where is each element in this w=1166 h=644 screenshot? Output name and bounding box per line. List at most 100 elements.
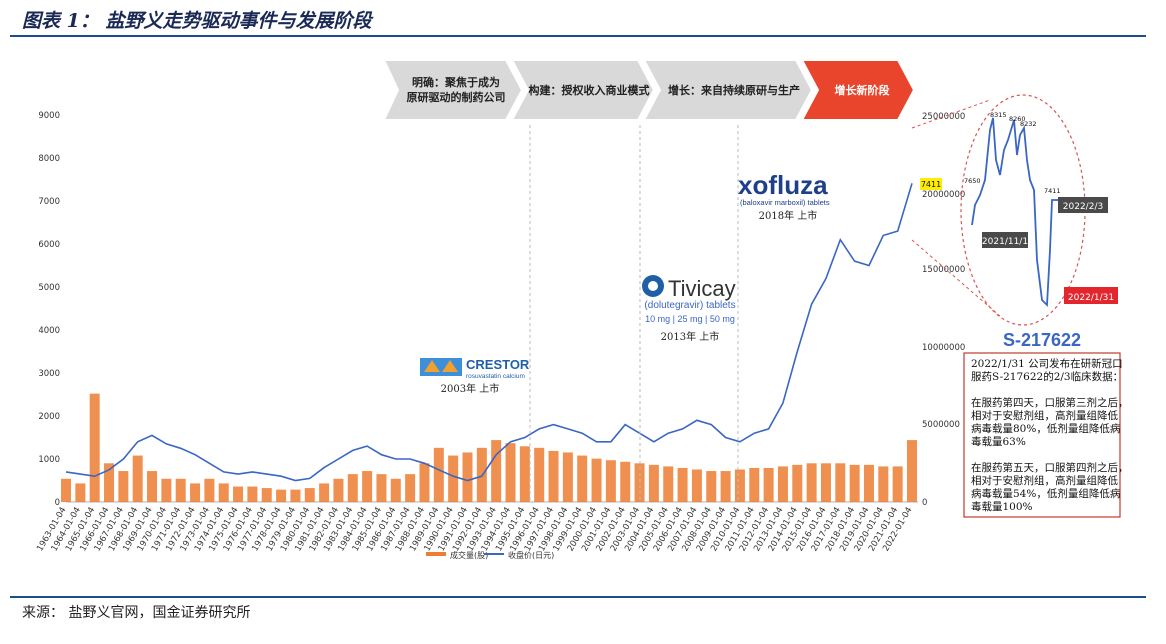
volume-bar [175,478,186,502]
volume-bar [648,464,659,502]
right-axis-tick-1: 20000000 [922,190,965,200]
latest-price-tag [920,178,942,190]
volume-bar [118,471,129,502]
legend-volume-swatch [426,552,446,556]
volume-bar [734,469,745,502]
y-tick-label: 7000 [38,197,60,207]
xofluza-logo-group: xofluza (baloxavir marboxil) tablets 201… [738,170,830,222]
volume-bar [190,483,201,502]
volume-bar [892,466,903,502]
figure-header: 图表 1： 盐野义走势驱动事件与发展阶段 [0,0,1166,36]
volume-bar [61,478,71,502]
phase-4-label: 增长新阶段 [835,83,890,97]
phase-chevron-2 [510,59,656,121]
callout-line: 毒载量63% [971,435,1026,448]
legend-price-label: 收盘价(日元) [508,550,554,560]
tag-2022-2-3-text: 2022/2/3 [1063,202,1103,212]
volume-bar [677,467,688,502]
volume-bar [433,447,444,502]
volume-bar [333,478,344,502]
volume-bar [605,460,616,502]
phase-chevron-3 [642,59,814,121]
tag-2022-1-31 [1064,287,1118,304]
callout-line: 病毒载量54%，低剂量组降低病 [971,487,1121,500]
volume-bar [878,466,889,502]
volume-bar [835,463,846,502]
xofluza-sub: (baloxavir marboxil) tablets [740,198,830,207]
volume-bar [634,463,645,502]
y-tick-label: 3000 [38,369,60,379]
volume-bar [548,450,559,502]
volume-bar [763,467,774,502]
volume-bar [304,488,315,502]
zoom-inset: 8315 8260 8232 7650 7411 2021/11/1 2022/… [911,94,1118,326]
volume-bar [75,483,86,502]
volume-bar [663,466,674,502]
figure-title: 图表 1： 盐野义走势驱动事件与发展阶段 [22,10,372,32]
volume-bar [462,452,473,502]
volume-bar [691,469,702,502]
source-note: 来源： 盐野义官网，国金证券研究所 [22,605,251,621]
right-axis: 25000000 20000000 15000000 10000000 5000… [922,112,965,508]
volume-bar [390,478,401,502]
volume-bar [104,463,115,502]
y-axis-ticks: 9000 8000 7000 6000 5000 4000 3000 2000 1000 0 [38,111,60,508]
volume-bar [204,478,215,502]
volume-bar [419,463,430,502]
chart-legend: 成交量(股) 收盘价(日元) [426,550,554,560]
volume-bar [161,478,172,502]
volume-bar [376,474,387,502]
phase-3-label: 增长：来自持续原研与生产 [668,83,800,97]
volume-bar [347,474,358,502]
y-tick-label: 6000 [38,240,60,250]
volume-bar [792,464,803,502]
callout-line: 在服药第四天，口服第三剂之后， [971,396,1129,409]
inset-peak-2: 8260 [1009,115,1026,123]
callout-heading: S-217622 [1003,330,1081,350]
volume-bar [849,464,860,502]
xofluza-caption: 2018年 上市 [759,209,818,222]
volume-bar [89,393,100,502]
volume-bar [749,467,760,502]
callout-line: 在服药第五天，口服第四剂之后， [971,461,1129,474]
inset-connector-top [911,99,991,129]
tivicay-brand: Tivicay [668,276,736,301]
inset-price-line [971,117,1060,308]
y-tick-label: 5000 [38,283,60,293]
tag-2021-11-1 [982,232,1028,248]
callout-line: 相对于安慰剂组，高剂量组降低 [971,409,1118,422]
crestor-sub: rosuvastatin calcium [466,373,525,380]
latest-price-label: 7411 [921,180,941,189]
legend-volume-label: 成交量(股) [450,550,488,560]
crestor-caption: 2003年 上市 [441,382,500,395]
tag-2021-11-1-text: 2021/11/1 [982,237,1028,247]
volume-bar [147,471,158,502]
xofluza-brand: xofluza [738,170,828,200]
right-axis-tick-3: 10000000 [922,343,965,353]
x-axis-ticks: 1963-01-041964-01-041965-01-041966-01-04… [35,506,914,554]
volume-bar [319,483,330,502]
phase-chevrons: 明确：聚焦于成为 原研驱动的制药公司 构建：授权收入商业模式 增长：来自持续原研… [382,59,916,121]
y-tick-label: 2000 [38,412,60,422]
volume-bar [362,471,373,502]
phase-1-line2: 原研驱动的制药公司 [407,90,506,104]
tivicay-logo-group: Tivicay (dolutegravir) tablets 10 mg | 2… [642,275,736,343]
volume-bar [247,486,258,502]
y-tick-label: 1000 [38,455,60,465]
phase-chevron-1 [382,59,524,121]
volume-bar [720,471,731,502]
crestor-brand: CRESTOR [466,357,530,372]
volume-bar [132,455,143,502]
inset-peak-3: 8232 [1020,120,1037,128]
tivicay-dose: 10 mg | 25 mg | 50 mg [645,314,735,324]
tag-2022-1-31-text: 2022/1/31 [1068,293,1114,303]
volume-bar [706,471,717,502]
tivicay-caption: 2013年 上市 [661,330,720,343]
volume-bar [863,464,874,502]
y-tick-label: 0 [55,498,60,508]
volume-bar [562,452,573,502]
inset-start: 7650 [964,177,981,185]
volume-bar [448,455,459,502]
